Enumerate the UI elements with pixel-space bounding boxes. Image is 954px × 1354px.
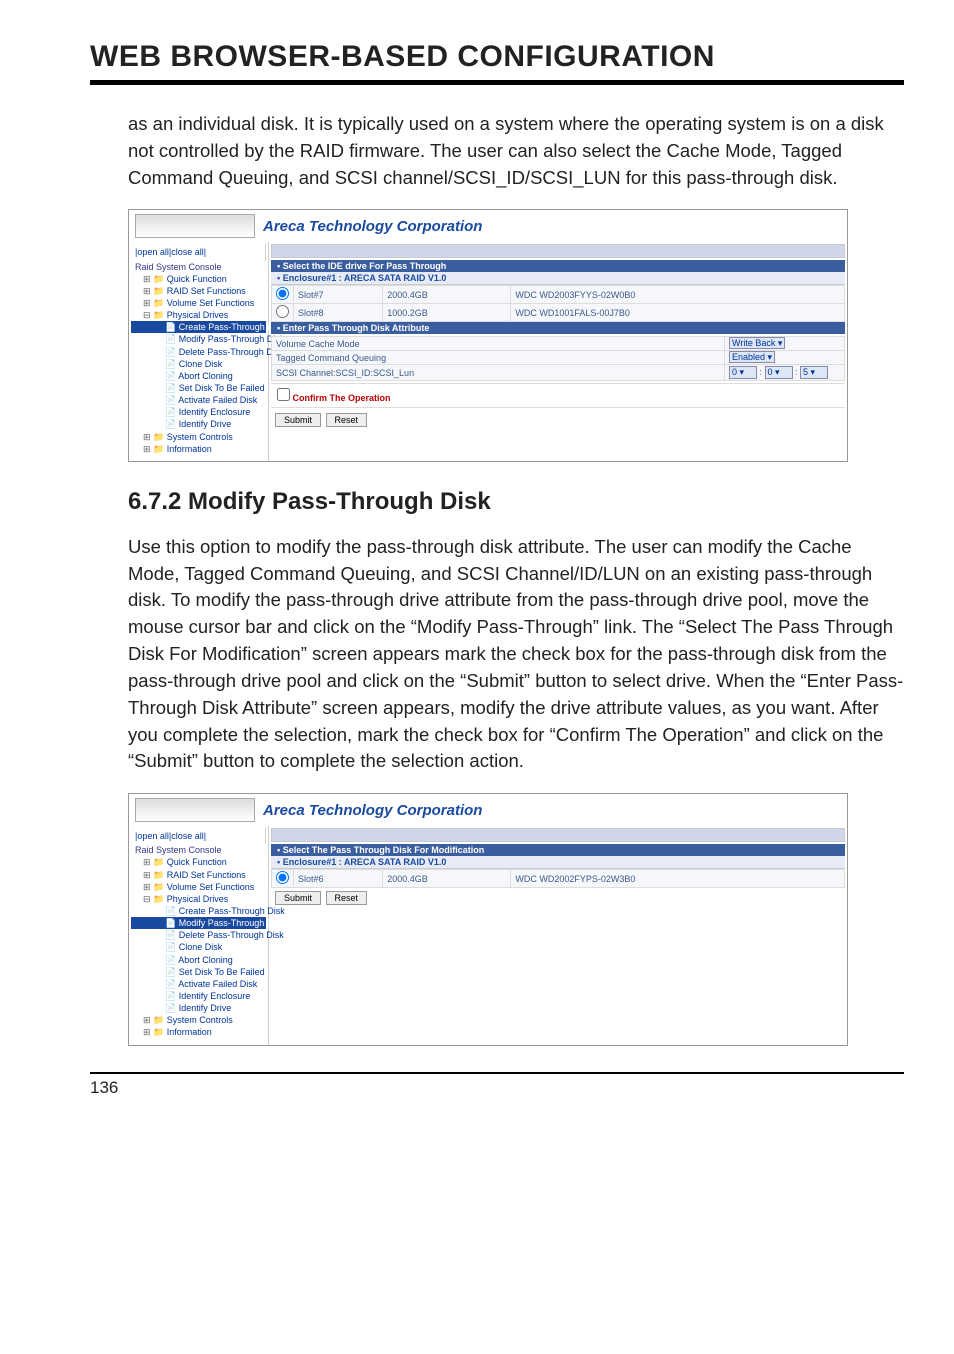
nav-item[interactable]: ⊞📁 RAID Set Functions xyxy=(131,869,266,881)
nav-item[interactable]: 📄 Delete Pass-Through Disk xyxy=(131,346,266,358)
table-row[interactable]: Slot#6 2000.4GB WDC WD2002FYPS-02W3B0 xyxy=(272,870,845,888)
nav-item[interactable]: 📄 Create Pass-Through Disk xyxy=(131,905,266,917)
submit-button[interactable]: Submit xyxy=(275,891,321,905)
drive-model: WDC WD2003FYYS-02W0B0 xyxy=(511,286,845,304)
nav-item[interactable]: ⊞📁 Volume Set Functions xyxy=(131,297,266,309)
nav-item[interactable]: 📄 Activate Failed Disk xyxy=(131,978,266,990)
section-enclosure: ▪ Enclosure#1 : ARECA SATA RAID V1.0 xyxy=(271,856,845,869)
scsi-channel-select[interactable]: 0 ▾ xyxy=(729,366,757,379)
drive-size: 2000.4GB xyxy=(383,870,511,888)
company-name: Areca Technology Corporation xyxy=(263,218,482,235)
nav-item[interactable]: ⊞📁 RAID Set Functions xyxy=(131,285,266,297)
open-close-all-link[interactable]: |open all|close all| xyxy=(131,828,266,844)
attr-label: SCSI Channel:SCSI_ID:SCSI_Lun xyxy=(272,365,725,381)
confirm-checkbox[interactable] xyxy=(277,388,290,401)
attr-row-cache: Volume Cache Mode Write Back ▾ xyxy=(272,337,845,351)
attr-row-scsi: SCSI Channel:SCSI_ID:SCSI_Lun 0 ▾ : 0 ▾ … xyxy=(272,365,845,381)
open-close-all-link[interactable]: |open all|close all| xyxy=(131,244,266,260)
attr-label: Tagged Command Queuing xyxy=(272,351,725,365)
nav-item[interactable]: 📄 Delete Pass-Through Disk xyxy=(131,929,266,941)
confirm-operation-row[interactable]: Confirm The Operation xyxy=(271,383,845,408)
nav-item[interactable]: ⊞📁 Quick Function xyxy=(131,856,266,868)
nav-item[interactable]: 📄 Clone Disk xyxy=(131,358,266,370)
section-enter-attr: ▪ Enter Pass Through Disk Attribute xyxy=(271,322,845,334)
nav-item[interactable]: 📄 Identify Drive xyxy=(131,418,266,430)
table-row[interactable]: Slot#7 2000.4GB WDC WD2003FYYS-02W0B0 xyxy=(272,286,845,304)
logo-image xyxy=(135,798,255,822)
scsi-id-select[interactable]: 0 ▾ xyxy=(765,366,793,379)
drive-slot: Slot#8 xyxy=(294,304,383,322)
company-name: Areca Technology Corporation xyxy=(263,802,482,819)
section-enclosure: ▪ Enclosure#1 : ARECA SATA RAID V1.0 xyxy=(271,272,845,285)
nav-item[interactable]: ⊟📁 Physical Drives xyxy=(131,893,266,905)
drive-slot: Slot#6 xyxy=(294,870,383,888)
nav-item[interactable]: 📄 Activate Failed Disk xyxy=(131,394,266,406)
nav-tree: |open all|close all| Raid System Console… xyxy=(129,242,269,460)
drive-radio[interactable] xyxy=(276,305,289,318)
nav-item[interactable]: ⊞📁 Information xyxy=(131,443,266,455)
page-number: 136 xyxy=(90,1072,904,1098)
cache-mode-select[interactable]: Write Back ▾ xyxy=(729,337,785,349)
drive-size: 2000.4GB xyxy=(383,286,511,304)
logo-image xyxy=(135,214,255,238)
section-select-drive: ▪ Select the IDE drive For Pass Through xyxy=(271,260,845,272)
screenshot-create-passthrough: Areca Technology Corporation |open all|c… xyxy=(128,209,848,461)
nav-item[interactable]: 📄 Clone Disk xyxy=(131,941,266,953)
nav-item[interactable]: ⊞📁 Information xyxy=(131,1026,266,1038)
drive-size: 1000.2GB xyxy=(383,304,511,322)
nav-item[interactable]: 📄 Abort Cloning xyxy=(131,370,266,382)
drive-radio[interactable] xyxy=(276,871,289,884)
nav-root[interactable]: Raid System Console xyxy=(131,261,266,273)
tcq-select[interactable]: Enabled ▾ xyxy=(729,351,775,363)
drive-model: WDC WD1001FALS-00J7B0 xyxy=(511,304,845,322)
nav-item[interactable]: ⊟📁 Physical Drives xyxy=(131,309,266,321)
nav-root[interactable]: Raid System Console xyxy=(131,844,266,856)
nav-item[interactable]: 📄 Identify Enclosure xyxy=(131,990,266,1002)
attr-row-tcq: Tagged Command Queuing Enabled ▾ xyxy=(272,351,845,365)
toolbar-strip xyxy=(271,244,845,258)
nav-item[interactable]: 📄 Modify Pass-Through Disk xyxy=(131,333,266,345)
nav-item[interactable]: ⊞📁 System Controls xyxy=(131,1014,266,1026)
section-heading: 6.7.2 Modify Pass-Through Disk xyxy=(128,488,904,516)
drive-radio[interactable] xyxy=(276,287,289,300)
reset-button[interactable]: Reset xyxy=(326,891,368,905)
nav-item[interactable]: 📄 Set Disk To Be Failed xyxy=(131,966,266,978)
nav-item[interactable]: ⊞📁 System Controls xyxy=(131,431,266,443)
body-paragraph-1: as an individual disk. It is typically u… xyxy=(128,111,904,191)
drive-table: Slot#7 2000.4GB WDC WD2003FYYS-02W0B0 Sl… xyxy=(271,285,845,322)
table-row[interactable]: Slot#8 1000.2GB WDC WD1001FALS-00J7B0 xyxy=(272,304,845,322)
attribute-table: Volume Cache Mode Write Back ▾ Tagged Co… xyxy=(271,336,845,381)
nav-item[interactable]: 📄 Identify Drive xyxy=(131,1002,266,1014)
toolbar-strip xyxy=(271,828,845,842)
nav-tree: |open all|close all| Raid System Console… xyxy=(129,826,269,1044)
section-select-drive: ▪ Select The Pass Through Disk For Modif… xyxy=(271,844,845,856)
submit-button[interactable]: Submit xyxy=(275,413,321,427)
reset-button[interactable]: Reset xyxy=(326,413,368,427)
confirm-label: Confirm The Operation xyxy=(293,393,391,403)
nav-item[interactable]: 📄 Modify Pass-Through Disk xyxy=(131,917,266,929)
page-title: WEB BROWSER-BASED CONFIGURATION xyxy=(90,40,904,85)
nav-item[interactable]: 📄 Identify Enclosure xyxy=(131,406,266,418)
body-paragraph-2: Use this option to modify the pass-throu… xyxy=(128,534,904,775)
nav-item[interactable]: 📄 Create Pass-Through Disk xyxy=(131,321,266,333)
nav-item[interactable]: ⊞📁 Volume Set Functions xyxy=(131,881,266,893)
drive-table: Slot#6 2000.4GB WDC WD2002FYPS-02W3B0 xyxy=(271,869,845,888)
nav-item[interactable]: 📄 Set Disk To Be Failed xyxy=(131,382,266,394)
screenshot-modify-passthrough: Areca Technology Corporation |open all|c… xyxy=(128,793,848,1045)
nav-item[interactable]: ⊞📁 Quick Function xyxy=(131,273,266,285)
scsi-lun-select[interactable]: 5 ▾ xyxy=(800,366,828,379)
attr-label: Volume Cache Mode xyxy=(272,337,725,351)
nav-item[interactable]: 📄 Abort Cloning xyxy=(131,954,266,966)
drive-model: WDC WD2002FYPS-02W3B0 xyxy=(511,870,845,888)
drive-slot: Slot#7 xyxy=(294,286,383,304)
